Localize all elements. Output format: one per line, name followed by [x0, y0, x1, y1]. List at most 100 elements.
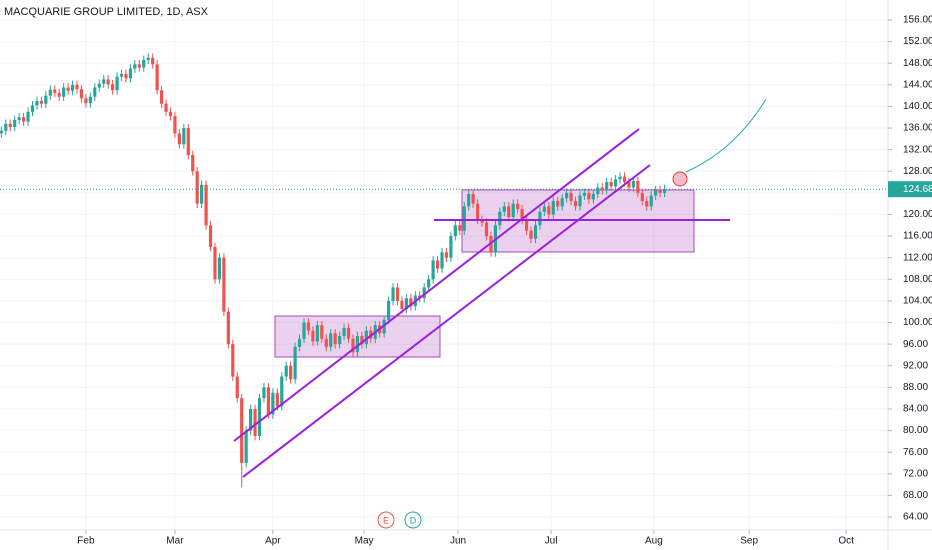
candle-body	[62, 87, 66, 97]
candle-body	[146, 57, 150, 60]
candle-body	[208, 225, 213, 247]
candle-body	[26, 111, 30, 122]
candle-body	[618, 176, 622, 180]
candle-body	[39, 101, 43, 104]
candle-body	[21, 117, 26, 122]
x-tick-label: Feb	[77, 536, 95, 547]
x-tick-label: May	[355, 536, 374, 547]
candle-body	[182, 128, 186, 145]
event-icon[interactable]	[404, 511, 422, 529]
candle-body	[297, 338, 302, 347]
y-tick-label: 140.00	[903, 101, 932, 112]
candle-body	[645, 200, 649, 207]
candle-body	[235, 376, 239, 399]
candle-body	[253, 408, 257, 436]
y-tick-label: 92.00	[903, 360, 928, 371]
y-tick-label: 128.00	[903, 166, 932, 177]
x-tick-label: Jul	[545, 536, 558, 547]
candle-body	[542, 206, 546, 212]
candle-body	[115, 76, 119, 91]
y-tick-label: 88.00	[903, 382, 928, 393]
candle-body	[320, 325, 324, 339]
candle-body	[53, 89, 57, 93]
candle-body	[627, 182, 631, 188]
y-tick-label: 148.00	[903, 58, 932, 69]
candle-body	[551, 200, 555, 215]
trend-line	[233, 128, 640, 442]
y-tick-label: 72.00	[903, 468, 928, 479]
event-label[interactable]: E	[383, 515, 389, 525]
candle-body	[97, 83, 101, 88]
y-tick-label: 112.00	[903, 252, 932, 263]
candle-body	[422, 287, 426, 299]
candle-body	[333, 333, 337, 345]
candle-body	[658, 190, 662, 193]
candle-body	[440, 252, 444, 269]
x-tick-label: Sep	[740, 536, 758, 547]
y-tick-label: 104.00	[903, 296, 932, 307]
candle-body	[195, 171, 199, 204]
candle-body	[640, 192, 644, 201]
candle-body	[631, 180, 635, 188]
candle-body	[386, 300, 391, 320]
x-tick-label: Aug	[645, 536, 663, 547]
candle-body	[484, 222, 489, 237]
candle-body	[409, 298, 413, 307]
y-tick-label: 100.00	[903, 317, 932, 328]
axes: 64.00 68.00 72.00 76.00 80.00 84.00 88.00 92.00…	[77, 15, 932, 547]
y-tick-label: 96.00	[903, 339, 928, 350]
candle-body	[636, 180, 640, 193]
candle-body	[79, 89, 84, 99]
candle-body	[654, 190, 658, 196]
y-tick-label: 64.00	[903, 512, 928, 523]
candle-body	[280, 376, 284, 407]
candle-body	[435, 260, 440, 269]
candle-body	[560, 198, 564, 207]
marker-circle	[672, 171, 688, 187]
candle-body	[569, 192, 573, 201]
candle-body	[573, 200, 578, 207]
y-tick-label: 156.00	[903, 15, 932, 26]
candle-body	[106, 79, 110, 85]
candle-body	[444, 252, 449, 258]
x-tick-label: Mar	[166, 536, 184, 547]
y-tick-label: 68.00	[903, 490, 928, 501]
candle-body	[311, 330, 315, 342]
candle-body	[222, 257, 226, 312]
last-price-box	[888, 181, 932, 198]
candle-body	[533, 225, 538, 239]
candle-body	[529, 230, 533, 239]
candle-body	[0, 130, 3, 134]
candle-body	[13, 119, 17, 127]
candle-body	[427, 279, 431, 288]
candle-body	[155, 64, 159, 91]
y-tick-label: 132.00	[903, 144, 932, 155]
candles	[0, 53, 888, 488]
candle-body	[524, 219, 529, 231]
candle-body	[133, 64, 137, 69]
candle-body	[151, 57, 155, 65]
candle-body	[35, 101, 39, 106]
candle-body	[462, 206, 466, 231]
candle-body	[262, 387, 266, 399]
candle-body	[102, 79, 106, 84]
drawings: E D	[233, 98, 767, 529]
y-tick-label: 76.00	[903, 447, 928, 458]
event-label[interactable]: D	[410, 515, 417, 525]
candle-body	[449, 236, 453, 258]
candle-body	[257, 398, 262, 436]
candle-body	[578, 195, 582, 207]
candle-body	[111, 84, 115, 91]
candle-body	[467, 193, 471, 207]
candle-body	[355, 336, 360, 353]
last-price-label: 124.68	[903, 184, 932, 195]
candle-body	[613, 179, 618, 187]
candle-body	[168, 111, 173, 117]
candle-body	[191, 155, 195, 172]
grid	[0, 0, 888, 530]
candle-body	[391, 287, 395, 301]
candle-body	[649, 195, 653, 207]
event-icon[interactable]	[377, 511, 395, 529]
candle-body	[395, 287, 400, 301]
